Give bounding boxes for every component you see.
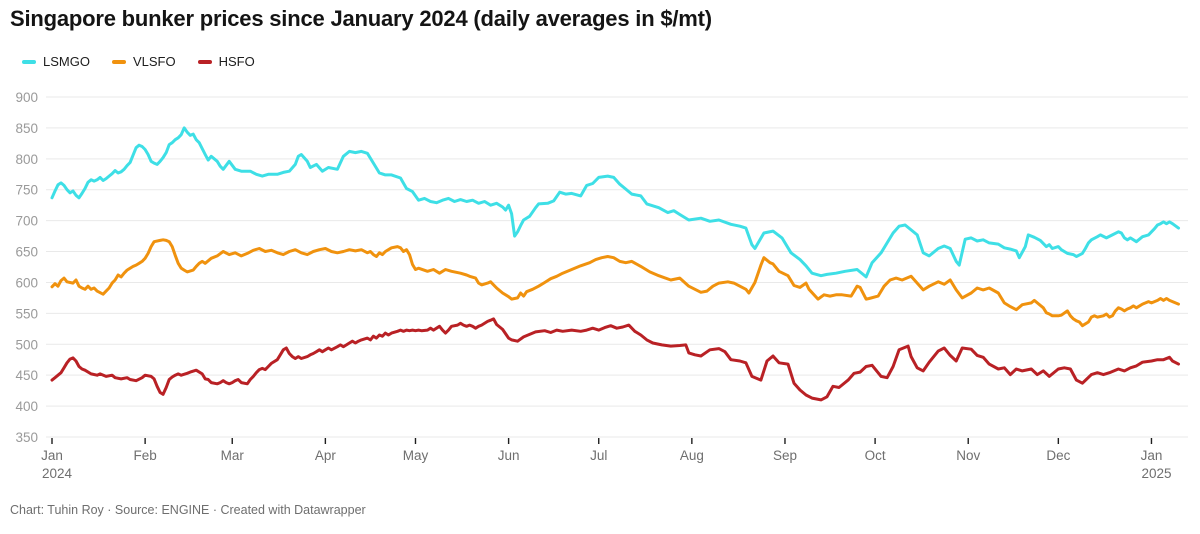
x-axis-label-Mar: Mar — [221, 448, 245, 463]
y-axis-label-600: 600 — [15, 275, 38, 290]
legend-label-hsfo: HSFO — [218, 54, 255, 69]
x-axis-label-Sep: Sep — [773, 448, 797, 463]
y-axis-label-700: 700 — [15, 214, 38, 229]
x-axis-label-Jan2024: Jan — [41, 448, 63, 463]
y-axis-label-850: 850 — [15, 121, 38, 136]
series-line-hsfo — [50, 317, 1180, 402]
x-axis-label-Jul: Jul — [590, 448, 607, 463]
x-axis-label-Feb: Feb — [133, 448, 156, 463]
y-axis-label-350: 350 — [15, 430, 38, 445]
legend-item-lsmgo: LSMGO — [22, 54, 90, 69]
series-line-lsmgo — [50, 126, 1180, 279]
legend: LSMGO VLSFO HSFO — [22, 54, 255, 69]
x-axis-label-Nov: Nov — [956, 448, 980, 463]
x-axis-sublabel-2024: 2024 — [42, 466, 73, 481]
series-line-vlsfo — [50, 238, 1180, 328]
y-axis-label-550: 550 — [15, 306, 38, 321]
y-axis-label-400: 400 — [15, 399, 38, 414]
x-axis-label-Oct: Oct — [865, 448, 886, 463]
attribution-text: Chart: Tuhin Roy · Source: ENGINE · Crea… — [10, 503, 366, 517]
x-axis-label-Apr: Apr — [315, 448, 337, 463]
x-axis-label-Jan2025: Jan — [1141, 448, 1163, 463]
legend-item-hsfo: HSFO — [197, 54, 255, 69]
x-axis-label-Aug: Aug — [680, 448, 704, 463]
legend-label-vlsfo: VLSFO — [132, 54, 176, 69]
lsmgo-line-swatch-icon — [22, 59, 36, 64]
y-axis-label-500: 500 — [15, 337, 38, 352]
x-axis-label-Dec: Dec — [1046, 448, 1070, 463]
x-axis-label-May: May — [403, 448, 429, 463]
legend-label-lsmgo: LSMGO — [43, 54, 90, 69]
y-axis-label-450: 450 — [15, 368, 38, 383]
x-axis-label-Jun: Jun — [498, 448, 520, 463]
y-axis-label-800: 800 — [15, 152, 38, 167]
y-axis-label-900: 900 — [15, 90, 38, 105]
y-axis-label-750: 750 — [15, 183, 38, 198]
chart-title: Singapore bunker prices since January 20… — [10, 6, 712, 31]
y-axis-label-650: 650 — [15, 245, 38, 260]
legend-item-vlsfo: VLSFO — [111, 54, 176, 69]
x-axis-sublabel-2025: 2025 — [1141, 466, 1171, 481]
hsfo-line-swatch-icon — [197, 59, 212, 64]
vlsfo-line-swatch-icon — [111, 59, 126, 64]
